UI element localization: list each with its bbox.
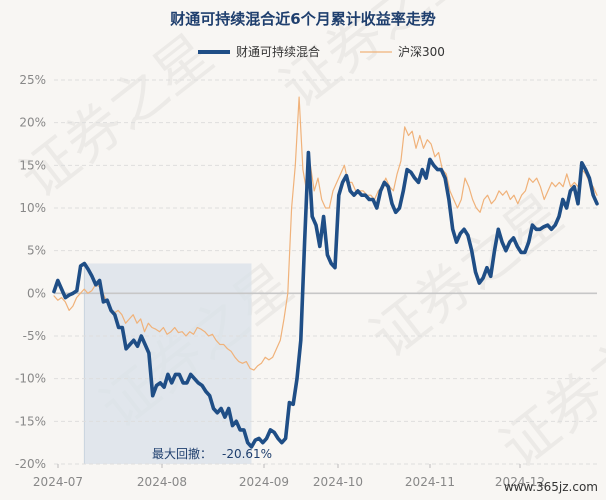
max-drawdown-label: 最大回撤： <box>152 446 212 461</box>
background-watermark-text: 证券之星 <box>359 182 576 371</box>
y-tick-label: -10% <box>15 372 46 386</box>
x-tick-label: 2024-12 <box>495 475 545 489</box>
y-tick-label: -15% <box>15 414 46 428</box>
chart-title: 财通可持续混合近6个月累计收益率走势 <box>170 10 435 28</box>
x-axis-ticks: 2024-07 2024-08 2024-09 2024-10 2024-11 2024-… <box>33 464 545 489</box>
background-watermark-text: 证券之星 <box>489 292 606 481</box>
max-drawdown-value: -20.61% <box>222 447 272 461</box>
y-tick-label: 20% <box>19 116 46 130</box>
site-watermark: www.365jz.com <box>504 480 598 494</box>
y-tick-label: 5% <box>27 244 46 258</box>
legend-label-csi300: 沪深300 <box>398 45 445 59</box>
y-axis-ticks: 25% 20% 15% 10% 5% 0% -5% -10% -15% -20% <box>15 73 46 471</box>
series-layer <box>52 96 599 449</box>
x-tick-label: 2024-11 <box>405 475 455 489</box>
y-tick-label: 0% <box>27 286 46 300</box>
series-line-csi300 <box>53 96 598 371</box>
legend: 财通可持续混合 沪深300 <box>198 44 445 59</box>
y-tick-label: -20% <box>15 457 46 471</box>
series-line-fund <box>52 150 599 449</box>
drawdown-shade-layer <box>83 263 252 464</box>
x-tick-label: 2024-08 <box>137 475 187 489</box>
y-tick-label: 25% <box>19 73 46 87</box>
x-tick-label: 2024-07 <box>33 475 83 489</box>
gridlines <box>54 79 597 465</box>
y-tick-label: 15% <box>19 158 46 172</box>
y-tick-label: 10% <box>19 201 46 215</box>
x-tick-label: 2024-10 <box>313 475 363 489</box>
y-tick-label: -5% <box>23 329 46 343</box>
x-tick-label: 2024-09 <box>239 475 289 489</box>
max-drawdown-region <box>84 263 252 464</box>
legend-label-fund: 财通可持续混合 <box>236 44 320 59</box>
